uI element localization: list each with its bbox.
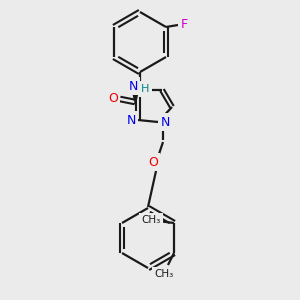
Text: N: N bbox=[126, 113, 136, 127]
Text: F: F bbox=[180, 19, 188, 32]
Text: CH₃: CH₃ bbox=[154, 269, 174, 279]
Text: O: O bbox=[148, 155, 158, 169]
Text: N: N bbox=[128, 80, 138, 92]
Text: O: O bbox=[108, 92, 118, 104]
Text: N: N bbox=[160, 116, 170, 128]
Text: CH₃: CH₃ bbox=[141, 215, 160, 225]
Text: H: H bbox=[141, 84, 149, 94]
